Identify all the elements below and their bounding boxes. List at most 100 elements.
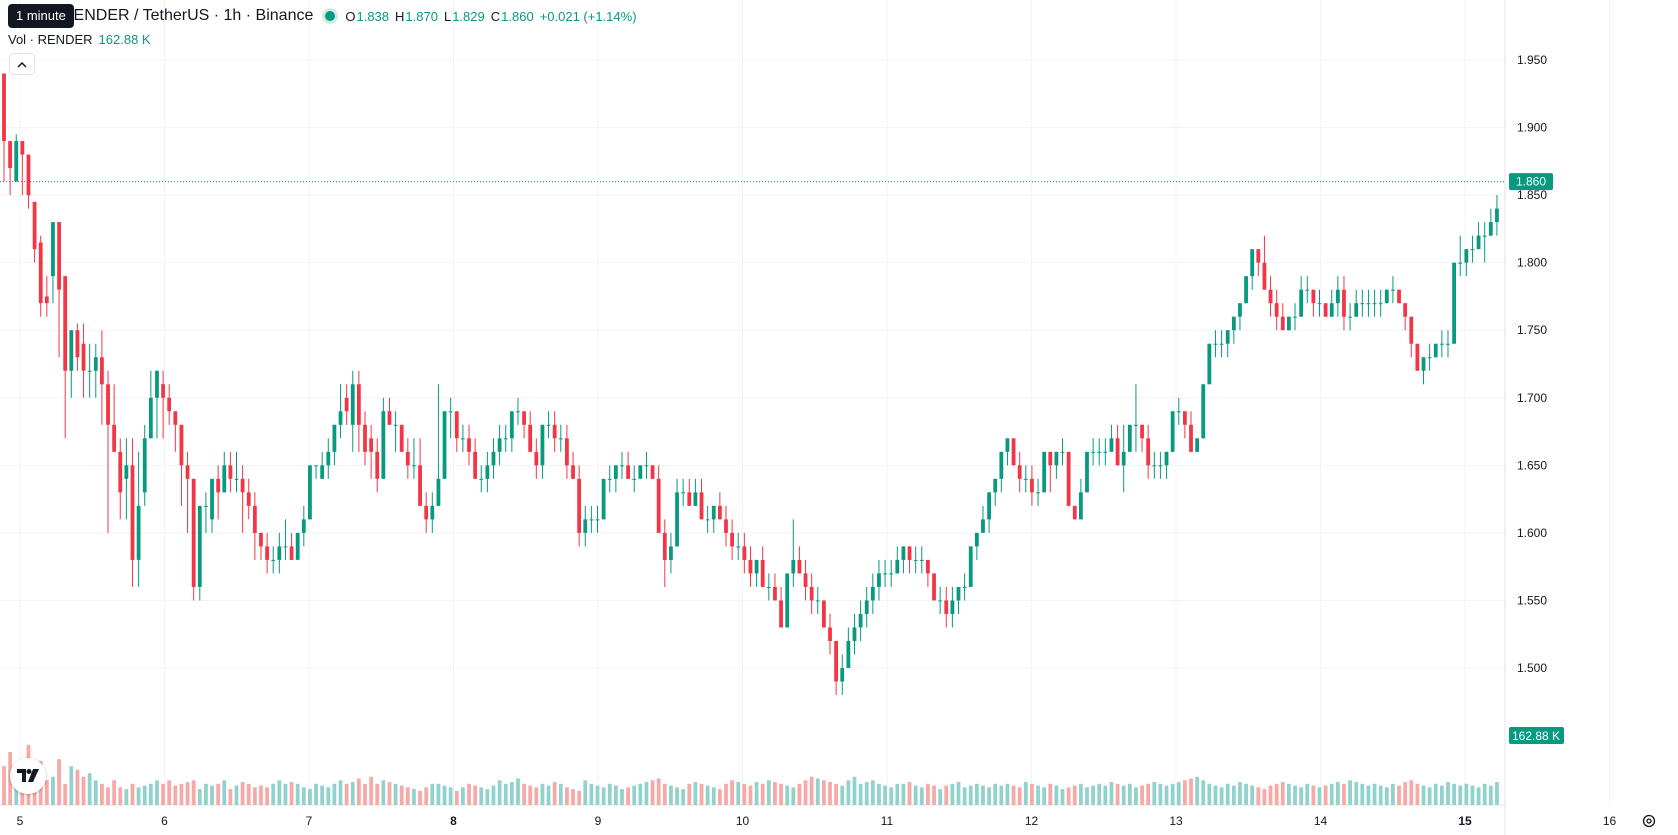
candle-body xyxy=(1201,384,1206,439)
volume-bar xyxy=(344,783,349,805)
volume-bar xyxy=(895,783,900,805)
candle-body xyxy=(711,505,716,520)
candle-body xyxy=(1464,249,1469,263)
candle-body xyxy=(252,505,257,533)
candle-body xyxy=(1329,303,1334,317)
volume-bar xyxy=(454,790,459,805)
candle-body xyxy=(1409,316,1414,344)
price-axis[interactable]: 1.500 1.550 1.600 1.650 1.700 1.750 1.800 1.850… xyxy=(1517,53,1547,675)
candle-body xyxy=(87,370,92,372)
candle-body xyxy=(962,586,967,588)
candle-body xyxy=(204,505,208,507)
x-tick-label: 8 xyxy=(450,814,457,828)
candle-body xyxy=(106,384,110,425)
volume-bar xyxy=(809,776,814,805)
candle-body xyxy=(283,546,288,548)
candle-body xyxy=(889,573,894,575)
volume-bar xyxy=(1225,783,1230,805)
volume-bar xyxy=(228,789,233,805)
volume-bar xyxy=(864,782,869,805)
candle-body xyxy=(999,451,1004,479)
candle-body xyxy=(63,276,68,371)
volume-bar xyxy=(638,783,643,805)
candle-body xyxy=(1323,303,1328,317)
candle-body xyxy=(840,668,845,682)
volume-bar xyxy=(797,783,802,805)
volume-bar xyxy=(589,783,594,805)
candle-body xyxy=(797,559,802,574)
gear-icon[interactable] xyxy=(1641,813,1657,829)
volume-bar xyxy=(571,789,575,805)
candle-body xyxy=(815,600,820,602)
volume-bar xyxy=(1305,783,1310,805)
volume-bar xyxy=(356,778,361,805)
volume-bar xyxy=(901,783,906,805)
candles xyxy=(2,73,1499,696)
volume-bar xyxy=(387,782,392,805)
tradingview-logo-icon[interactable] xyxy=(10,758,46,794)
ohlc-high: H1.870 xyxy=(395,8,438,24)
volume-bar xyxy=(1146,783,1151,805)
volume-bar xyxy=(405,787,410,805)
candle-body xyxy=(638,465,643,479)
grid xyxy=(0,0,1610,835)
volume-bar xyxy=(332,783,337,805)
volume-bar xyxy=(944,785,949,805)
volume-bar xyxy=(240,782,245,805)
volume-bar xyxy=(1017,787,1022,805)
collapse-legend-button[interactable] xyxy=(9,53,35,75)
symbol-title[interactable]: RENDER / TetherUS · 1h · Binance xyxy=(62,7,314,24)
candle-body xyxy=(491,451,496,466)
candle-body xyxy=(1097,451,1102,453)
volume-bar xyxy=(424,787,429,805)
volume-bar xyxy=(662,783,667,805)
candle-body xyxy=(289,546,294,560)
candle-body xyxy=(1213,343,1218,345)
volume-bar xyxy=(167,780,172,805)
candle-body xyxy=(583,519,588,533)
candle-body xyxy=(803,573,808,587)
x-tick-label: 6 xyxy=(161,814,168,828)
candle-body xyxy=(1115,438,1120,466)
candle-body xyxy=(1158,465,1163,467)
volume-bar xyxy=(442,785,447,805)
volume-bar xyxy=(69,766,74,805)
volume-bar xyxy=(742,783,747,805)
volume-bar xyxy=(259,785,263,805)
candle-body xyxy=(216,478,221,493)
volume-bar xyxy=(1238,782,1242,805)
candle-body xyxy=(748,559,753,574)
candle-body xyxy=(785,573,790,628)
volume-bar xyxy=(1384,787,1389,805)
volume-bar xyxy=(1403,782,1408,805)
candle-body xyxy=(332,424,337,452)
volume-bar xyxy=(155,780,159,805)
time-axis[interactable]: 5 6 7 8 9 10 11 12 13 14 15 16 xyxy=(17,814,1617,828)
candle-body xyxy=(179,424,184,466)
volume-bar xyxy=(430,783,435,805)
candle-body xyxy=(644,465,649,467)
last-price-badge: 1.860 xyxy=(1509,173,1553,191)
volume-bar xyxy=(503,783,508,805)
candle-body xyxy=(877,573,881,587)
volume-bar xyxy=(779,783,783,805)
volume-bar xyxy=(1152,782,1157,805)
candle-body xyxy=(577,478,582,533)
volume-bar xyxy=(889,787,894,805)
volume-bar xyxy=(308,789,312,805)
y-tick-label: 1.900 xyxy=(1517,121,1547,135)
candle-body xyxy=(222,465,227,493)
candle-body xyxy=(399,424,404,452)
candle-body xyxy=(1134,424,1138,426)
candle-body xyxy=(418,465,422,506)
candle-body xyxy=(38,242,43,304)
price-change: +0.021 (+1.14%) xyxy=(539,8,637,24)
volume-bar xyxy=(999,785,1004,805)
volume-label: Vol · RENDER xyxy=(8,32,93,47)
x-tick-label: 9 xyxy=(595,814,602,828)
candle-body xyxy=(1078,492,1083,520)
candle-body xyxy=(405,451,410,466)
volume-bar xyxy=(974,783,979,805)
candle-body xyxy=(950,600,955,614)
